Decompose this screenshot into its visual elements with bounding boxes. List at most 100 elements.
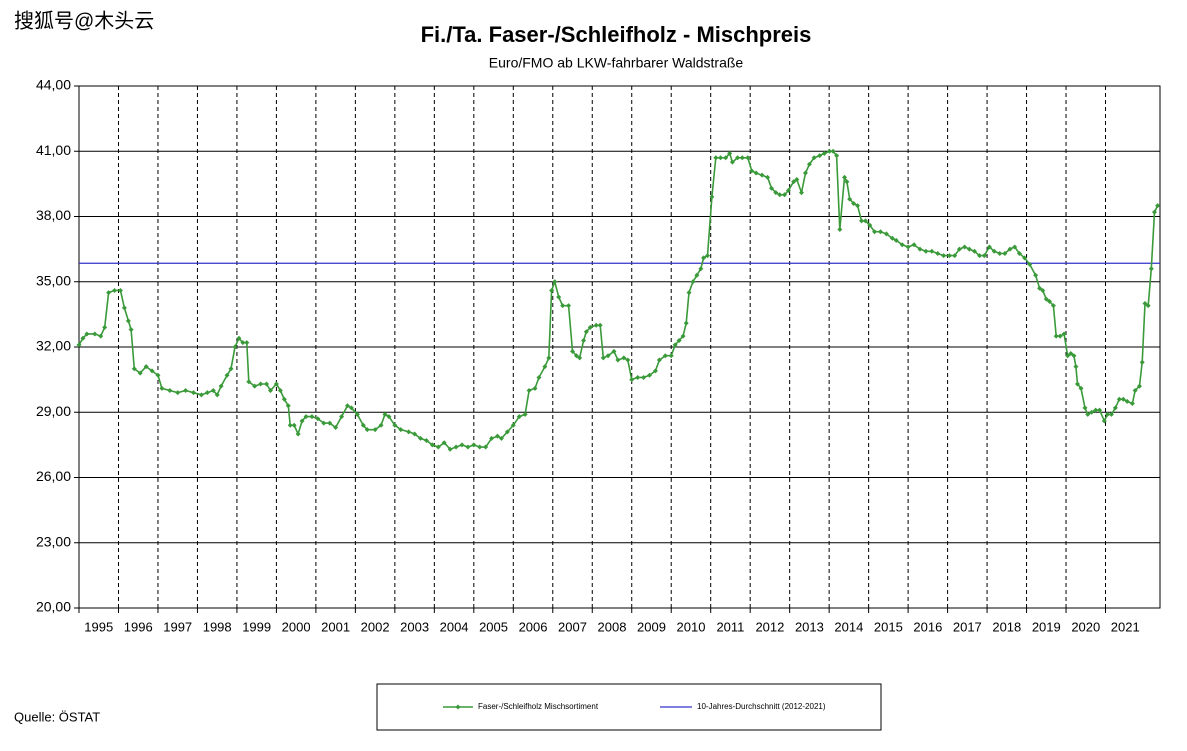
x-tick-label: 2004	[440, 619, 469, 634]
data-marker	[76, 342, 82, 348]
data-marker	[406, 429, 412, 435]
x-tick-label: 2001	[321, 619, 350, 634]
data-marker	[412, 431, 418, 437]
data-marker	[228, 366, 234, 372]
data-marker	[956, 246, 962, 252]
y-tick-label: 41,00	[36, 142, 71, 158]
data-marker	[573, 353, 579, 359]
data-marker	[986, 244, 992, 250]
data-marker	[552, 279, 558, 285]
data-marker	[516, 414, 522, 420]
data-marker	[941, 253, 947, 259]
x-tick-label: 1995	[84, 619, 113, 634]
data-marker	[652, 368, 658, 374]
data-marker	[1061, 331, 1067, 337]
data-marker	[382, 411, 388, 417]
data-marker	[777, 192, 783, 198]
data-marker	[149, 368, 155, 374]
data-marker	[1068, 351, 1074, 357]
data-marker	[321, 420, 327, 426]
data-marker	[418, 435, 424, 441]
data-marker	[267, 388, 273, 393]
data-marker	[842, 174, 848, 180]
data-marker	[844, 179, 850, 185]
watermark: 搜狐号@木头云	[14, 9, 154, 32]
data-marker	[1037, 285, 1043, 291]
data-marker	[556, 294, 562, 300]
data-marker	[92, 331, 98, 337]
chart-subtitle: Euro/FMO ab LKW-fahrbarer Waldstraße	[489, 55, 744, 71]
data-marker	[459, 442, 465, 448]
data-marker	[635, 374, 641, 380]
data-marker	[392, 422, 398, 428]
data-marker	[429, 442, 435, 448]
data-marker	[102, 324, 108, 330]
data-marker	[218, 383, 224, 389]
data-marker	[625, 357, 631, 363]
data-marker	[327, 420, 333, 426]
data-marker	[236, 335, 242, 341]
data-marker	[605, 353, 611, 359]
x-tick-label: 1997	[163, 619, 192, 634]
data-marker	[190, 390, 196, 396]
data-marker	[348, 405, 354, 411]
data-marker	[1007, 246, 1013, 252]
data-marker	[735, 155, 741, 161]
data-marker	[694, 272, 700, 278]
x-tick-label: 1998	[203, 619, 232, 634]
data-marker	[175, 390, 181, 396]
data-marker	[1139, 359, 1145, 365]
data-marker	[690, 279, 696, 285]
data-marker	[354, 411, 360, 417]
data-marker	[830, 148, 836, 154]
y-tick-label: 23,00	[36, 533, 71, 549]
x-tick-label: 2006	[519, 619, 548, 634]
y-tick-label: 44,00	[36, 77, 71, 93]
data-marker	[727, 150, 733, 156]
data-marker	[811, 155, 817, 161]
data-marker	[872, 229, 878, 235]
data-marker	[1145, 303, 1151, 309]
x-tick-label: 2020	[1071, 619, 1100, 634]
data-marker	[128, 327, 134, 333]
data-marker	[893, 237, 899, 243]
data-marker	[947, 253, 953, 259]
data-marker	[1002, 250, 1008, 256]
legend-marker	[455, 704, 461, 710]
data-marker	[851, 200, 857, 206]
data-marker	[498, 435, 504, 441]
data-marker	[641, 374, 647, 380]
data-marker	[315, 416, 321, 422]
data-marker	[971, 248, 977, 254]
data-marker	[1108, 411, 1114, 417]
data-marker	[581, 337, 587, 343]
data-marker	[917, 246, 923, 252]
data-marker	[536, 374, 542, 380]
x-tick-label: 2002	[361, 619, 390, 634]
data-marker	[483, 444, 489, 450]
data-marker	[723, 155, 729, 161]
data-marker	[668, 353, 674, 359]
data-marker	[1120, 396, 1126, 402]
data-marker	[929, 248, 935, 254]
data-marker	[372, 427, 378, 433]
data-marker	[1057, 333, 1063, 339]
data-marker	[277, 388, 283, 393]
data-marker	[398, 427, 404, 433]
data-marker	[1151, 209, 1157, 215]
data-marker	[680, 333, 686, 339]
data-marker	[847, 196, 853, 202]
data-marker	[765, 174, 771, 180]
data-marker	[477, 444, 483, 450]
data-marker	[935, 250, 941, 256]
data-marker	[1142, 301, 1148, 306]
data-marker	[806, 161, 812, 167]
data-marker	[204, 390, 210, 396]
data-marker	[441, 440, 447, 446]
data-marker	[739, 155, 745, 161]
data-marker	[447, 446, 453, 452]
data-marker	[549, 287, 555, 293]
data-marker	[859, 218, 865, 224]
data-marker	[1155, 203, 1161, 209]
data-marker	[570, 348, 576, 354]
